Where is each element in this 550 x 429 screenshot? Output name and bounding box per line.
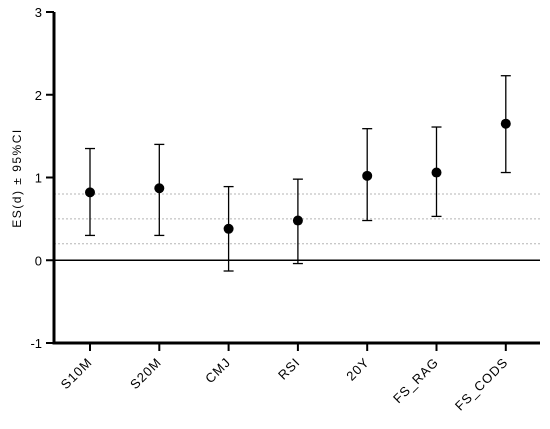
data-point: [85, 187, 95, 198]
x-axis: S10M S20M CMJ RSI 20Y FS_RAG FS_CODS: [52, 341, 540, 414]
x-tick-label: S20M: [127, 355, 164, 392]
x-tick-label: 20Y: [343, 355, 372, 384]
x-tick-label: RSI: [275, 355, 303, 383]
y-tick-label: 3: [35, 5, 42, 20]
data-point: [431, 167, 442, 178]
x-tick-label: S10M: [58, 355, 95, 392]
y-tick-label: -1: [30, 336, 42, 351]
data-point: [223, 223, 234, 234]
y-tick-label: 1: [35, 171, 42, 186]
x-tick-label: FS_CODS: [452, 355, 511, 414]
y-axis: -1 0 1 2 3: [30, 5, 56, 351]
data-point: [362, 170, 373, 181]
y-tick-label: 2: [35, 88, 42, 103]
data-point: [292, 215, 303, 226]
y-axis-title: ES(d) ± 95%CI: [10, 128, 24, 227]
data-point: [154, 183, 165, 194]
y-tick-label: 0: [35, 253, 42, 268]
reference-lines: [54, 193, 540, 261]
data-point: [500, 118, 511, 129]
x-tick-label: CMJ: [202, 355, 234, 387]
x-tick-label: FS_RAG: [390, 355, 442, 407]
data-marks: [85, 75, 511, 272]
